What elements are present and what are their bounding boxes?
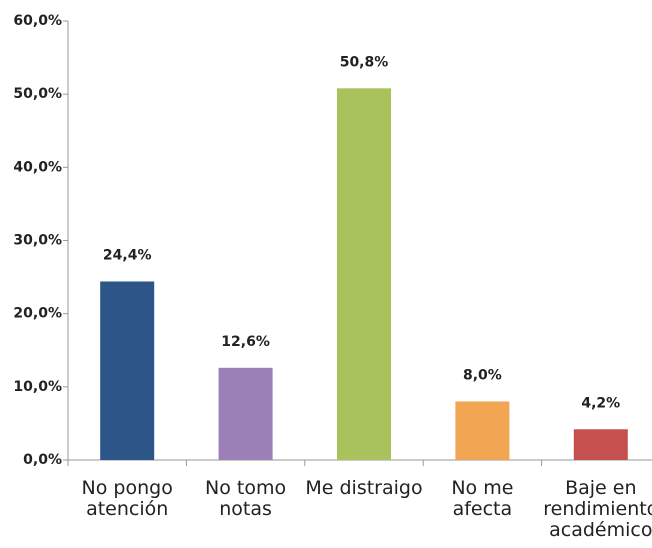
y-tick-label: 50,0%	[13, 86, 62, 102]
value-label: 4,2%	[581, 395, 620, 411]
bar	[337, 88, 391, 461]
y-tick-label: 30,0%	[13, 233, 62, 249]
value-label: 50,8%	[340, 54, 389, 70]
x-tick-label: Me distraigo	[305, 477, 423, 499]
y-tick-label: 10,0%	[13, 379, 62, 395]
value-label: 12,6%	[221, 334, 270, 350]
bar	[218, 367, 273, 460]
value-label: 24,4%	[103, 247, 152, 263]
x-tick-label: No pongo atención	[81, 477, 173, 520]
x-tick-label: No me afecta	[451, 477, 514, 520]
y-tick-label: 0,0%	[23, 452, 62, 468]
y-tick-label: 40,0%	[13, 159, 62, 175]
value-label: 8,0%	[463, 367, 502, 383]
bar	[573, 429, 628, 460]
bar	[455, 401, 510, 460]
y-tick-label: 20,0%	[13, 306, 62, 322]
x-tick-label: No tomo notas	[205, 477, 287, 520]
bar	[100, 281, 155, 460]
x-tick-label: Baje en rendimiento académico	[543, 477, 652, 541]
y-tick-label: 60,0%	[13, 13, 62, 29]
